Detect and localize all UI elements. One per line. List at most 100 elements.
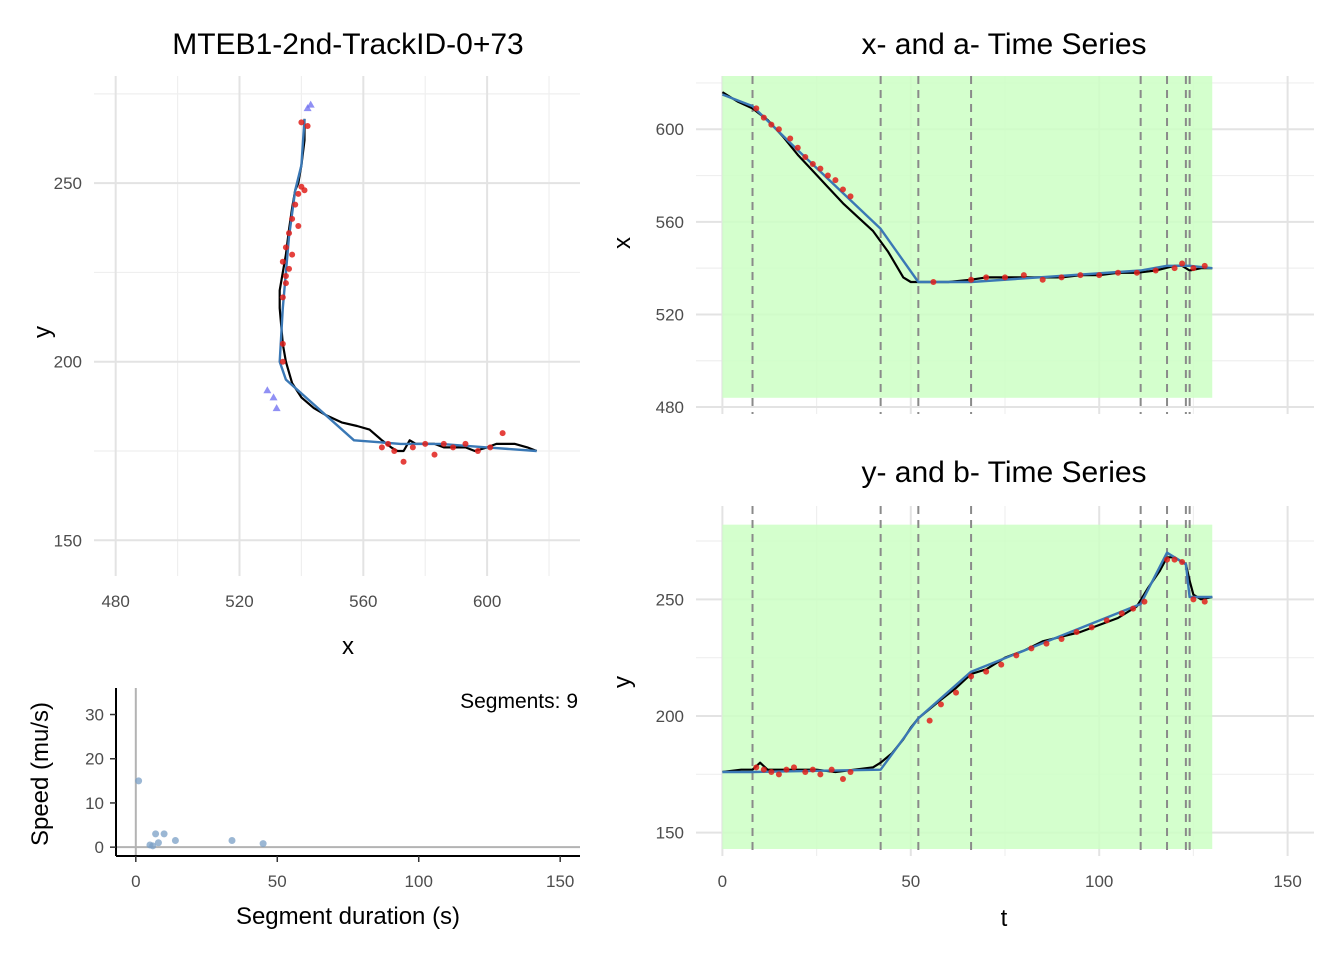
- y-tick-label: 150: [54, 531, 82, 550]
- x-tick-label: 0: [131, 872, 140, 891]
- change-point: [487, 444, 494, 451]
- change-point: [828, 766, 835, 773]
- change-point: [1073, 629, 1080, 635]
- triangle-marker: [269, 393, 278, 401]
- y-tick-label: 600: [656, 120, 684, 139]
- change-point: [832, 177, 839, 184]
- change-point: [409, 444, 416, 451]
- change-point: [431, 451, 438, 458]
- xy-tick-labels: 480 520 560 600 150 200 250: [54, 174, 502, 611]
- change-point: [1190, 596, 1197, 603]
- change-point: [279, 294, 286, 301]
- change-point: [378, 444, 385, 451]
- x-tick-label: 560: [349, 592, 377, 611]
- green-band: [722, 76, 1213, 398]
- speed-point: [135, 777, 143, 785]
- xt-tick-labels: 480 520 560 600: [656, 120, 684, 417]
- yt-tick-labels: 0 50 100 150 150 200 250: [656, 590, 1302, 891]
- y-tick-label: 250: [54, 174, 82, 193]
- change-point: [775, 771, 782, 778]
- speed-point: [160, 830, 168, 838]
- yt-x-axis-title: t: [1001, 905, 1008, 932]
- fit-line: [278, 118, 537, 453]
- speed-axes: [115, 688, 580, 857]
- xt-y-axis-title: x: [609, 237, 636, 249]
- change-point: [1058, 636, 1065, 642]
- change-point: [1179, 559, 1186, 565]
- change-point: [953, 689, 960, 696]
- xy-y-axis-title: y: [29, 326, 56, 338]
- change-point: [286, 265, 293, 272]
- change-point: [930, 279, 937, 286]
- change-point: [499, 430, 506, 437]
- speed-y-axis-title: Speed (mu/s): [27, 702, 54, 846]
- change-point: [1103, 617, 1110, 624]
- y-tick-label: 0: [95, 838, 104, 857]
- y-tick-label: 200: [54, 353, 82, 372]
- change-point: [790, 764, 797, 771]
- change-point: [289, 215, 296, 222]
- change-point: [474, 448, 481, 454]
- y-time-series-panel: y- and b- Time Series 0 50 100 150 150 200 250…: [609, 456, 1314, 932]
- change-point: [926, 717, 933, 724]
- change-point: [968, 673, 975, 680]
- change-point: [400, 458, 407, 465]
- triangle-marker: [306, 100, 315, 108]
- change-point: [422, 440, 429, 447]
- y-tick-label: 10: [85, 794, 104, 813]
- change-point: [824, 172, 831, 179]
- x-tick-label: 100: [405, 872, 433, 891]
- change-point: [1096, 272, 1103, 279]
- speed-point: [228, 837, 236, 845]
- change-point: [783, 766, 790, 773]
- yt-title: y- and b- Time Series: [861, 456, 1146, 489]
- change-point: [1179, 260, 1186, 267]
- speed-point: [149, 842, 157, 850]
- change-point: [1028, 645, 1035, 652]
- change-point: [839, 776, 846, 782]
- y-tick-label: 30: [85, 706, 104, 725]
- xy-x-axis-title: x: [342, 633, 354, 660]
- change-point: [983, 274, 990, 281]
- change-point: [298, 119, 305, 126]
- change-point: [998, 661, 1005, 668]
- triangle-marker: [263, 386, 272, 394]
- x-tick-label: 520: [225, 592, 253, 611]
- x-tick-label: 600: [473, 592, 501, 611]
- change-point: [809, 160, 816, 167]
- change-point: [304, 123, 311, 129]
- change-point: [817, 165, 824, 172]
- change-point: [295, 190, 302, 197]
- change-point: [753, 105, 760, 112]
- change-point: [1002, 274, 1008, 281]
- change-point: [1118, 610, 1125, 617]
- change-point: [787, 135, 794, 142]
- change-point: [1115, 269, 1122, 276]
- change-point: [760, 766, 767, 773]
- yt-series: [722, 551, 1213, 782]
- change-point: [391, 448, 398, 454]
- change-point: [802, 154, 809, 161]
- change-point: [440, 440, 447, 447]
- change-point: [1013, 652, 1020, 659]
- change-point: [289, 251, 296, 258]
- yt-green-band: [722, 524, 1213, 849]
- change-point: [1133, 269, 1140, 276]
- speed-panel: 0 50 100 150 0 10 20 30 Segments: 9 Segment dur…: [27, 688, 580, 930]
- fit-line: [722, 551, 1213, 774]
- change-point: [385, 440, 392, 447]
- change-point: [760, 114, 767, 121]
- xt-segment-lines: [751, 76, 1191, 414]
- change-point: [1171, 265, 1178, 272]
- change-point: [282, 280, 289, 287]
- y-tick-label: 200: [656, 707, 684, 726]
- yt-segment-lines: [751, 506, 1191, 856]
- x-tick-label: 100: [1085, 872, 1113, 891]
- change-point: [1201, 262, 1208, 269]
- x-tick-label: 50: [268, 872, 287, 891]
- change-point: [1043, 640, 1050, 647]
- xt-series: [721, 91, 1213, 286]
- track-line: [278, 118, 538, 453]
- xy-title: MTEB1-2nd-TrackID-0+73: [172, 28, 524, 61]
- change-point: [450, 444, 457, 451]
